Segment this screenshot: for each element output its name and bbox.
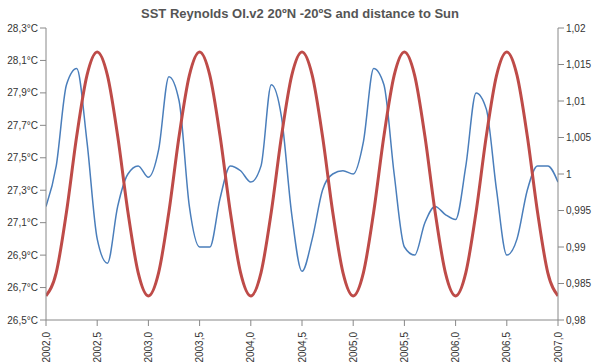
- svg-text:2003,0: 2003,0: [143, 332, 154, 363]
- svg-text:27,7°C: 27,7°C: [8, 120, 38, 131]
- svg-text:27,5°C: 27,5°C: [8, 152, 38, 163]
- svg-text:28,3°C: 28,3°C: [8, 23, 38, 34]
- svg-text:2003,5: 2003,5: [194, 332, 205, 363]
- svg-text:2006,0: 2006,0: [450, 332, 461, 363]
- svg-text:0,99: 0,99: [566, 242, 586, 253]
- svg-text:26,9°C: 26,9°C: [8, 250, 38, 261]
- svg-text:28,1°C: 28,1°C: [8, 55, 38, 66]
- svg-text:2002,5: 2002,5: [92, 332, 103, 363]
- svg-text:2004,5: 2004,5: [297, 332, 308, 363]
- svg-text:1,02: 1,02: [566, 23, 586, 34]
- svg-text:1,01: 1,01: [566, 96, 586, 107]
- svg-text:2007,0: 2007,0: [553, 332, 564, 363]
- svg-text:2006,5: 2006,5: [501, 332, 512, 363]
- svg-text:26,7°C: 26,7°C: [8, 282, 38, 293]
- html-text:SST Reynolds OI.v2 20ºN -20ºS: SST Reynolds OI.v2 20ºN -20ºS and distan…: [141, 6, 459, 21]
- svg-text:2002,0: 2002,0: [41, 332, 52, 363]
- svg-text:26,5°C: 26,5°C: [8, 315, 38, 326]
- svg-text:1,005: 1,005: [566, 132, 591, 143]
- svg-text:27,9°C: 27,9°C: [8, 87, 38, 98]
- svg-text:27,1°C: 27,1°C: [8, 217, 38, 228]
- svg-text:1: 1: [566, 169, 572, 180]
- svg-text:0,995: 0,995: [566, 205, 591, 216]
- svg-text:2005,5: 2005,5: [399, 332, 410, 363]
- svg-text:0,98: 0,98: [566, 315, 586, 326]
- svg-text:2005,0: 2005,0: [348, 332, 359, 363]
- svg-text:2004,0: 2004,0: [245, 332, 256, 363]
- svg-text:1,015: 1,015: [566, 59, 591, 70]
- svg-text:0,985: 0,985: [566, 278, 591, 289]
- svg-text:27,3°C: 27,3°C: [8, 185, 38, 196]
